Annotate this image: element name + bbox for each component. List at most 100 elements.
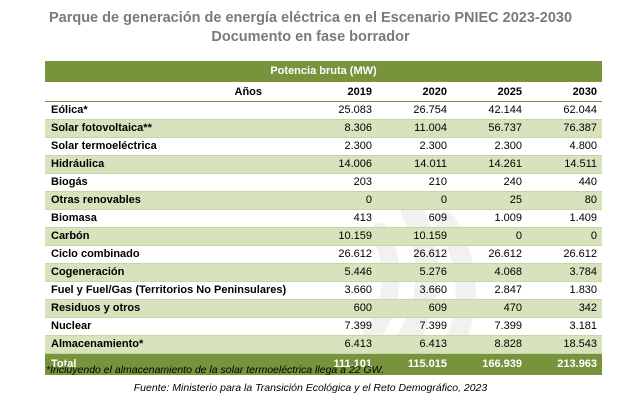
row-value: 25.083	[302, 101, 377, 120]
source-note: Fuente: Ministerio para la Transición Ec…	[133, 382, 488, 394]
row-value: 14.261	[452, 155, 527, 174]
row-value: 10.159	[377, 227, 452, 246]
row-value: 5.446	[302, 263, 377, 282]
row-value: 14.006	[302, 155, 377, 174]
table-row: Biogás 203 210 240 440	[45, 173, 603, 192]
row-value: 56.737	[452, 119, 527, 138]
row-value: 600	[302, 299, 377, 318]
row-label: Hidráulica	[45, 155, 302, 174]
table-row: Carbón 10.159 10.159 0 0	[45, 227, 603, 246]
row-value: 5.276	[377, 263, 452, 282]
year-header: 2025	[452, 82, 527, 102]
row-value: 3.181	[527, 317, 603, 336]
row-value: 26.612	[527, 245, 603, 264]
total-row: Total 111.101 115.015 166.939 213.963	[45, 353, 603, 375]
row-value: 26.754	[377, 101, 452, 120]
row-value: 25	[452, 191, 527, 210]
table-row: Hidráulica 14.006 14.011 14.261 14.511	[45, 155, 603, 174]
row-value: 80	[527, 191, 603, 210]
total-value: 166.939	[452, 353, 527, 375]
row-value: 609	[377, 209, 452, 228]
row-value: 342	[527, 299, 603, 318]
row-label: Solar fotovoltaica**	[45, 119, 302, 138]
table-row: Otras renovables 0 0 25 80	[45, 191, 603, 210]
row-value: 3.660	[302, 281, 377, 300]
row-value: 203	[302, 173, 377, 192]
table-row: Cogeneración 5.446 5.276 4.068 3.784	[45, 263, 603, 282]
row-label: Fuel y Fuel/Gas (Territorios No Peninsul…	[45, 281, 302, 300]
row-value: 4.068	[452, 263, 527, 282]
page-subtitle: Documento en fase borrador	[211, 29, 410, 45]
page-title: Parque de generación de energía eléctric…	[48, 10, 573, 26]
row-value: 76.387	[527, 119, 603, 138]
row-value: 0	[527, 227, 603, 246]
total-value: 213.963	[527, 353, 603, 375]
row-value: 2.300	[377, 137, 452, 156]
row-value: 7.399	[452, 317, 527, 336]
total-value: 115.015	[377, 353, 452, 375]
years-label: Años	[45, 82, 302, 102]
row-value: 0	[302, 191, 377, 210]
row-value: 1.830	[527, 281, 603, 300]
row-value: 0	[377, 191, 452, 210]
row-value: 3.660	[377, 281, 452, 300]
row-value: 7.399	[302, 317, 377, 336]
row-value: 8.828	[452, 335, 527, 354]
table-row: Solar termoeléctrica 2.300 2.300 2.300 4.800	[45, 137, 603, 156]
row-value: 26.612	[377, 245, 452, 264]
footnote: *Incluyendo el almacenamiento de la sola…	[46, 364, 385, 376]
row-value: 6.413	[302, 335, 377, 354]
row-value: 609	[377, 299, 452, 318]
row-label: Cogeneración	[45, 263, 302, 282]
row-label: Nuclear	[45, 317, 302, 336]
row-value: 2.300	[302, 137, 377, 156]
row-value: 240	[452, 173, 527, 192]
row-value: 210	[377, 173, 452, 192]
row-value: 4.800	[527, 137, 603, 156]
table-header-title: Potencia bruta (MW)	[45, 61, 603, 83]
table-row: Nuclear 7.399 7.399 7.399 3.181	[45, 317, 603, 336]
years-row: Años 2019 2020 2025 2030	[45, 82, 603, 102]
capacity-table: Potencia bruta (MW) Años 2019 2020 2025 …	[45, 61, 603, 375]
row-value: 8.306	[302, 119, 377, 138]
row-label: Almacenamiento*	[45, 335, 302, 354]
row-value: 26.612	[452, 245, 527, 264]
row-label: Biogás	[45, 173, 302, 192]
row-label: Carbón	[45, 227, 302, 246]
row-value: 14.511	[527, 155, 603, 174]
row-value: 440	[527, 173, 603, 192]
row-value: 11.004	[377, 119, 452, 138]
row-value: 1.009	[452, 209, 527, 228]
table-row: Almacenamiento* 6.413 6.413 8.828 18.543	[45, 335, 603, 354]
table-row: Ciclo combinado 26.612 26.612 26.612 26.612	[45, 245, 603, 264]
row-value: 2.847	[452, 281, 527, 300]
row-value: 6.413	[377, 335, 452, 354]
row-label: Residuos y otros	[45, 299, 302, 318]
row-value: 26.612	[302, 245, 377, 264]
year-header: 2030	[527, 82, 603, 102]
row-label: Otras renovables	[45, 191, 302, 210]
row-value: 62.044	[527, 101, 603, 120]
total-value: 111.101	[302, 353, 377, 375]
row-value: 470	[452, 299, 527, 318]
row-value: 10.159	[302, 227, 377, 246]
row-label: Biomasa	[45, 209, 302, 228]
row-value: 0	[452, 227, 527, 246]
row-value: 3.784	[527, 263, 603, 282]
row-value: 413	[302, 209, 377, 228]
row-value: 18.543	[527, 335, 603, 354]
row-value: 1.409	[527, 209, 603, 228]
table-row: Solar fotovoltaica** 8.306 11.004 56.737 76.…	[45, 119, 603, 138]
row-value: 2.300	[452, 137, 527, 156]
row-label: Ciclo combinado	[45, 245, 302, 264]
total-label: Total	[45, 353, 302, 375]
row-value: 42.144	[452, 101, 527, 120]
row-value: 14.011	[377, 155, 452, 174]
table-row: Biomasa 413 609 1.009 1.409	[45, 209, 603, 228]
row-label: Solar termoeléctrica	[45, 137, 302, 156]
table-row: Fuel y Fuel/Gas (Territorios No Peninsul…	[45, 281, 603, 300]
table-row: Eólica* 25.083 26.754 42.144 62.044	[45, 101, 603, 120]
year-header: 2019	[302, 82, 377, 102]
year-header: 2020	[377, 82, 452, 102]
row-label: Eólica*	[45, 101, 302, 120]
